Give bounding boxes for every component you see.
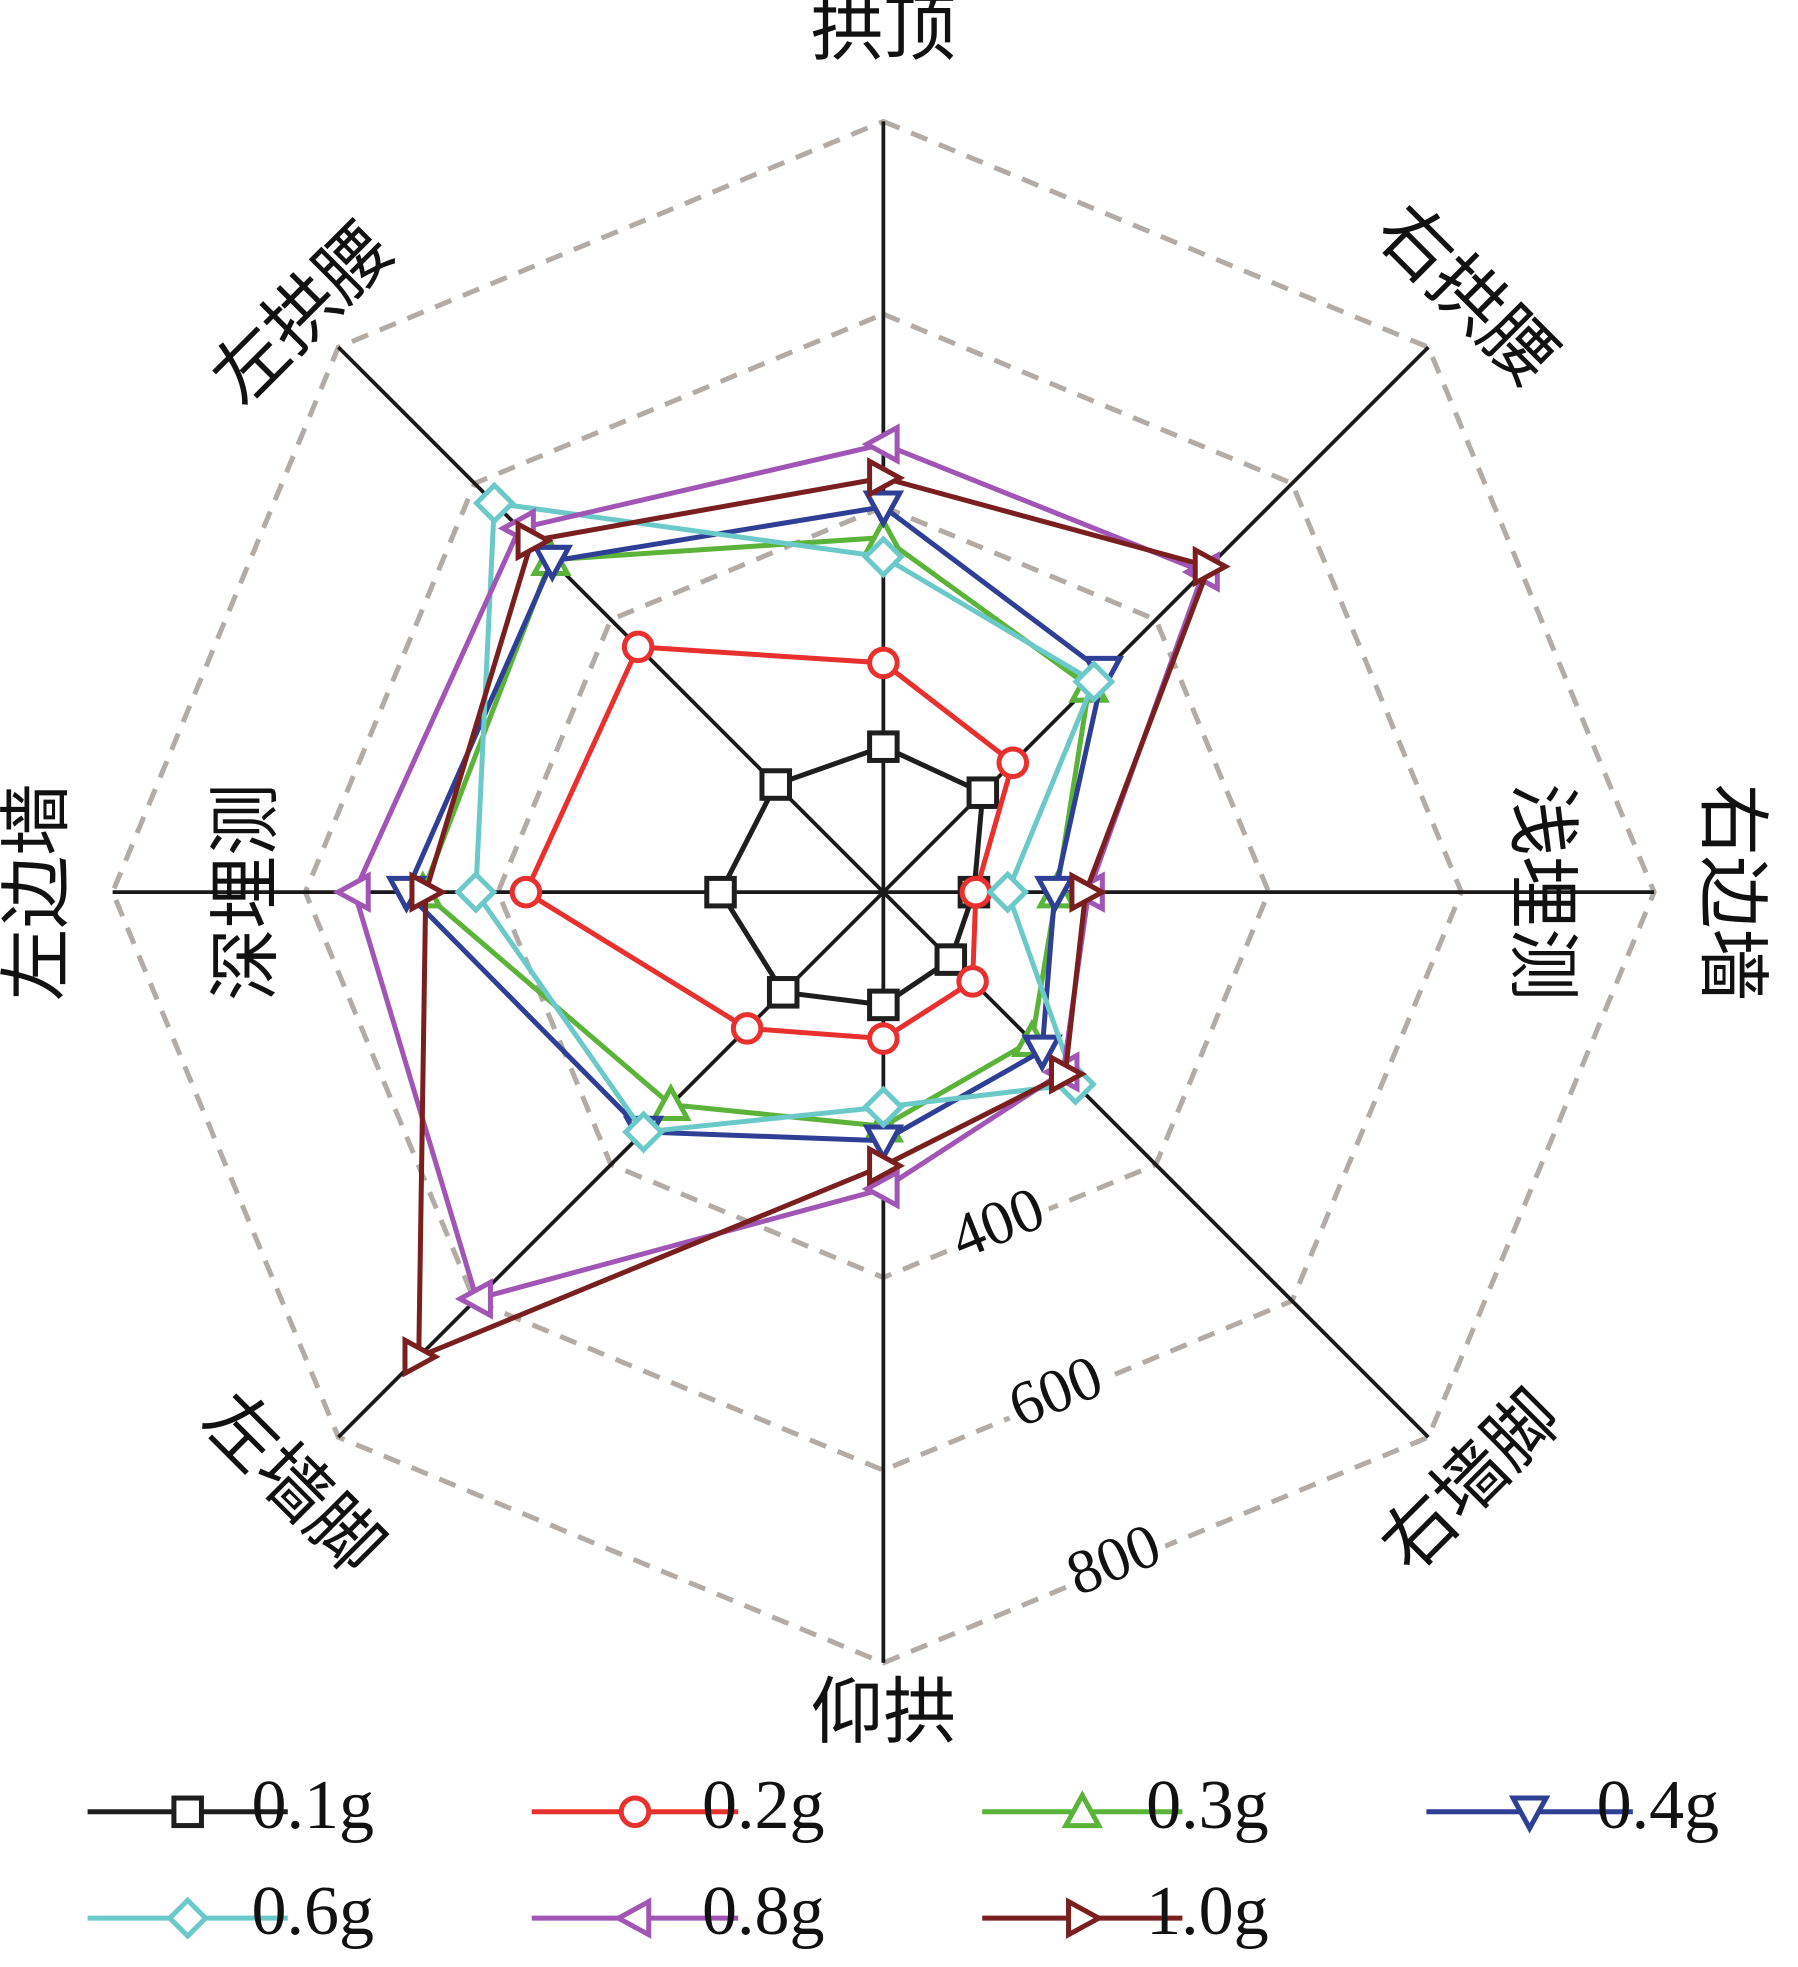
marker	[730, 1012, 764, 1045]
legend-marker	[171, 1795, 204, 1829]
marker	[1048, 1053, 1087, 1095]
marker	[454, 1278, 493, 1320]
marker	[867, 646, 900, 680]
marker	[861, 535, 905, 579]
marker	[956, 965, 989, 998]
category-label: 右拱腰	[1361, 189, 1572, 400]
legend-label: 1.0g	[1146, 1873, 1269, 1950]
marker	[402, 1336, 441, 1378]
marker	[996, 746, 1030, 779]
marker	[1192, 545, 1231, 588]
axis-line	[882, 345, 1430, 894]
category-label: 左边墙	[0, 783, 78, 1001]
r-tick-label: 400	[941, 1172, 1054, 1272]
legend-marker	[618, 1795, 652, 1829]
marker	[861, 1085, 905, 1129]
legend-label: 0.8g	[702, 1873, 825, 1950]
marker	[332, 871, 371, 913]
legend-marker	[1061, 1790, 1104, 1829]
marker	[472, 481, 516, 525]
marker	[509, 875, 543, 909]
marker	[986, 870, 1030, 914]
marker	[934, 943, 968, 976]
marker	[704, 875, 737, 909]
marker	[867, 1022, 900, 1055]
marker	[862, 490, 905, 529]
marker	[1034, 875, 1076, 914]
legend-marker	[613, 1897, 652, 1939]
legend-marker	[1508, 1795, 1551, 1834]
marker	[867, 988, 900, 1022]
r-tick-label: 800	[1057, 1509, 1170, 1609]
marker	[650, 1082, 692, 1121]
legend-label: 0.3g	[1146, 1767, 1269, 1844]
annotation: 深埋测	[206, 783, 287, 1001]
legend-marker	[166, 1896, 210, 1940]
marker	[454, 870, 498, 914]
marker	[861, 1168, 900, 1210]
grid-ring	[302, 311, 1465, 1473]
marker	[861, 423, 900, 465]
marker	[959, 875, 993, 909]
category-label: 仰拱	[811, 1672, 956, 1753]
category-label: 拱顶	[811, 0, 956, 70]
series-line	[416, 475, 1213, 1361]
annotation: 浅埋测	[1501, 783, 1582, 1001]
marker	[966, 776, 1000, 809]
legend-label: 0.1g	[252, 1767, 375, 1844]
axis-line	[337, 345, 885, 894]
r-tick-label: 600	[999, 1341, 1112, 1441]
marker	[867, 1145, 906, 1187]
marker	[515, 519, 554, 562]
legend-label: 0.4g	[1597, 1767, 1720, 1844]
marker	[621, 630, 655, 664]
marker	[1069, 871, 1108, 913]
marker	[1021, 1034, 1063, 1073]
category-label: 右边墙	[1692, 783, 1773, 1001]
series-line	[351, 441, 1207, 1302]
marker	[531, 544, 574, 583]
legend-label: 0.6g	[252, 1873, 375, 1950]
legend-label: 0.2g	[702, 1767, 825, 1844]
marker	[409, 871, 448, 913]
marker	[867, 730, 900, 763]
marker	[867, 457, 906, 499]
marker	[759, 768, 792, 801]
legend-marker	[1066, 1897, 1105, 1939]
marker	[766, 976, 800, 1009]
marker	[1072, 660, 1116, 704]
marker	[622, 1110, 665, 1154]
